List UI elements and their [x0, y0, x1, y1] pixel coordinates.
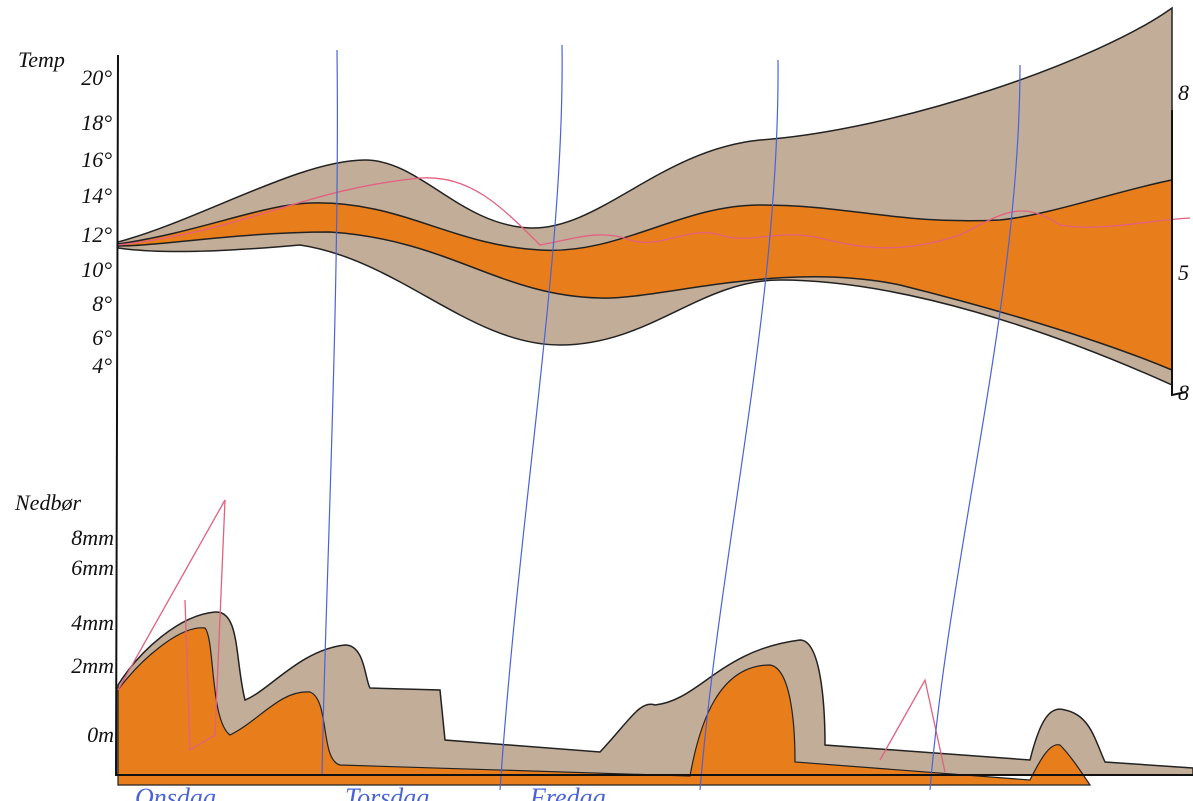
- temp-tick-label: 6°: [92, 325, 112, 350]
- precip-line: [117, 499, 946, 773]
- day-line: [499, 44, 563, 791]
- precip-tick-label: 4mm: [71, 610, 114, 635]
- y2-axis: [1171, 110, 1187, 397]
- day-line: [321, 49, 338, 776]
- precip-tick-label: 0m: [87, 722, 114, 747]
- temp-tick-label: 18°: [81, 110, 112, 135]
- right-tick-label: 5: [1178, 260, 1189, 285]
- right-tick-label: 8: [1178, 80, 1189, 105]
- temp-title: Temp: [18, 47, 65, 72]
- temp-tick-label: 14°: [81, 183, 112, 208]
- temp-line: [117, 177, 1191, 249]
- precip-inner-area: [117, 627, 1092, 786]
- precip-outer-area: [117, 611, 1193, 776]
- right-tick-label: 8: [1178, 380, 1189, 405]
- day-label: Fredag: [529, 783, 606, 801]
- temp-tick-label: 10°: [81, 257, 112, 282]
- temp-tick-label: 20°: [81, 65, 112, 90]
- temp-outer-band: [117, 6, 1173, 387]
- temp-tick-label: 8°: [92, 291, 112, 316]
- precip-tick-label: 6mm: [71, 555, 114, 580]
- precip-tick-label: 2mm: [71, 653, 114, 678]
- day-label: Onsdag: [135, 783, 216, 801]
- temp-tick-label: 4°: [92, 353, 112, 378]
- temp-tick-label: 12°: [81, 222, 112, 247]
- temp-tick-label: 16°: [81, 147, 112, 172]
- precip-title: Nedbør: [14, 490, 81, 515]
- precip-tick-label: 8mm: [71, 525, 114, 550]
- y-axis: [114, 54, 1193, 776]
- day-line: [929, 64, 1021, 791]
- day-line: [699, 59, 779, 791]
- day-label: Torsdag: [345, 783, 429, 801]
- temp-inner-band: [117, 179, 1173, 372]
